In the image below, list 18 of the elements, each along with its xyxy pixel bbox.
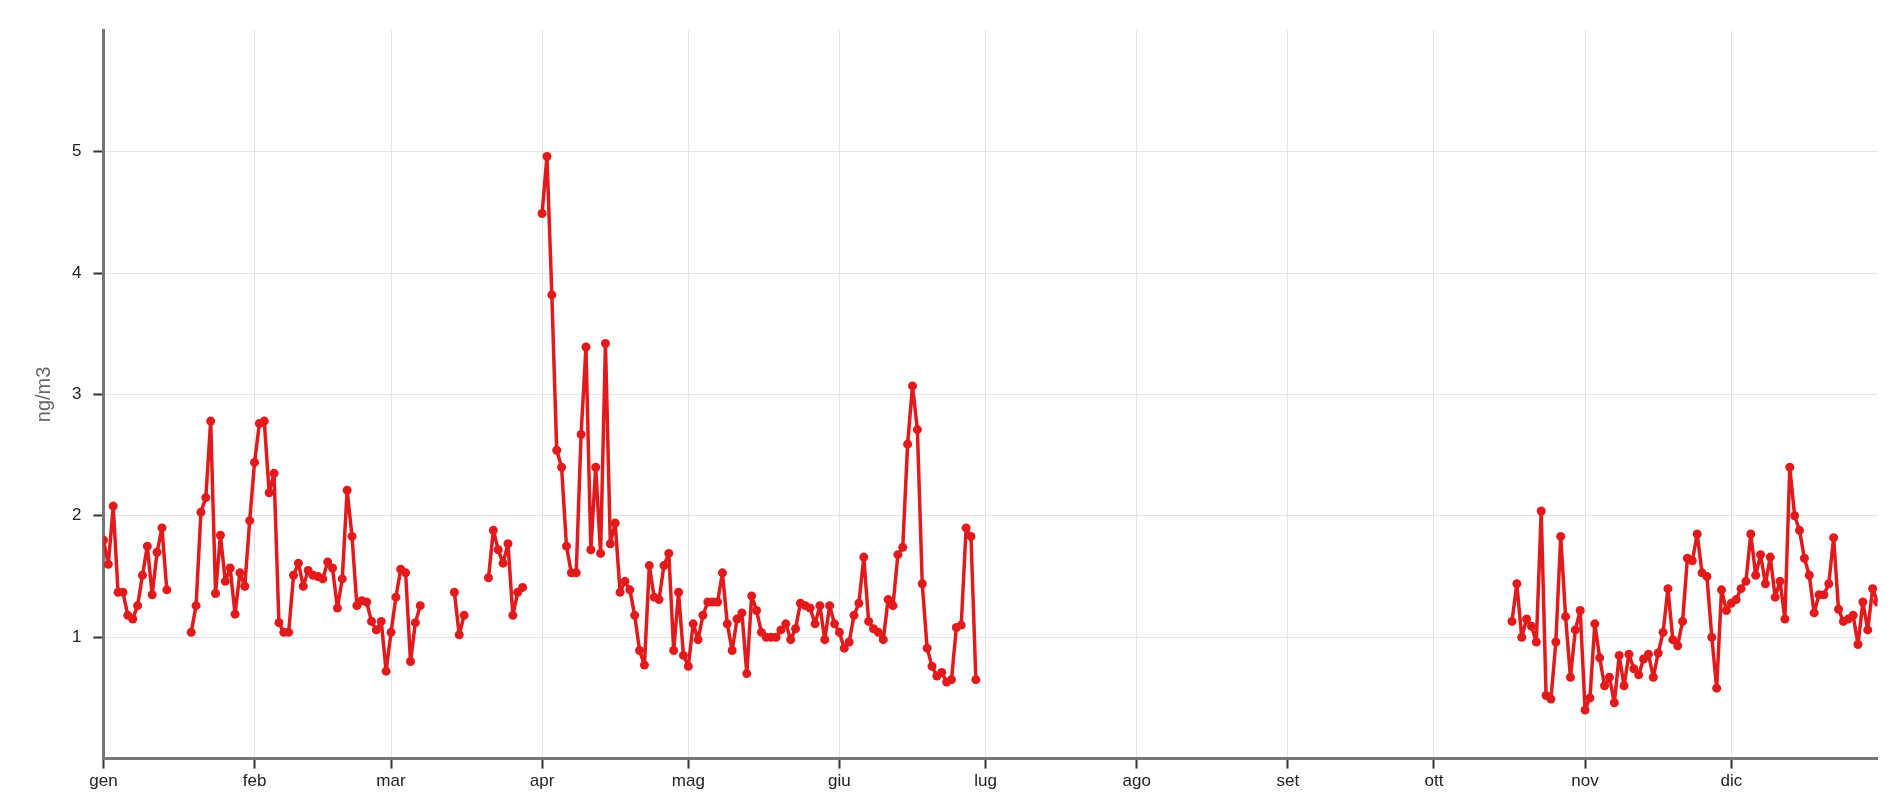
x-tick-label: lug — [974, 771, 997, 791]
x-tick-label: set — [1276, 771, 1300, 791]
x-tick-label: ago — [1122, 771, 1151, 791]
x-tick-label: apr — [529, 771, 555, 791]
y-axis-title: ng/m3 — [31, 366, 54, 423]
y-tick-label: 5 — [71, 141, 82, 161]
x-tick-label: ott — [1424, 771, 1444, 791]
x-tick-label: gen — [89, 771, 118, 791]
x-tick-label: nov — [1571, 771, 1600, 791]
y-tick-label: 3 — [71, 384, 82, 404]
x-tick-label: giu — [828, 771, 851, 791]
y-tick-label: 4 — [71, 262, 82, 282]
x-tick-label: mag — [671, 771, 705, 791]
x-tick-label: mar — [376, 771, 406, 791]
y-tick-label: 2 — [71, 505, 82, 525]
x-tick-label: feb — [242, 771, 267, 791]
x-tick-label: dic — [1720, 771, 1743, 791]
y-tick-label: 1 — [71, 626, 82, 646]
